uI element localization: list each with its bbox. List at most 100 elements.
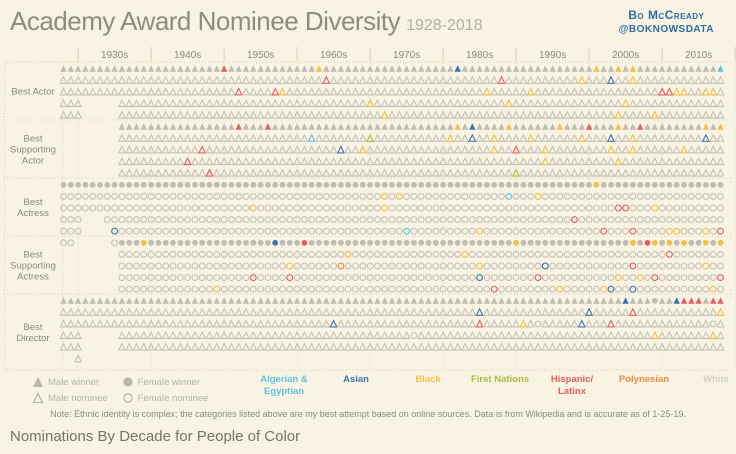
glyph bbox=[644, 239, 651, 246]
glyph bbox=[213, 65, 220, 72]
glyph bbox=[504, 168, 513, 177]
glyph bbox=[292, 145, 302, 154]
glyph bbox=[431, 168, 440, 177]
glyph bbox=[468, 262, 476, 270]
glyph bbox=[533, 168, 543, 177]
glyph bbox=[621, 110, 630, 119]
glyph bbox=[446, 250, 454, 258]
glyph bbox=[316, 181, 322, 188]
glyph bbox=[650, 145, 659, 154]
glyph bbox=[264, 227, 272, 235]
glyph bbox=[219, 133, 229, 142]
glyph bbox=[336, 87, 346, 96]
glyph bbox=[278, 342, 287, 351]
glyph bbox=[60, 192, 67, 200]
glyph bbox=[606, 342, 616, 351]
glyph bbox=[381, 192, 389, 200]
glyph bbox=[263, 156, 273, 166]
glyph bbox=[578, 262, 586, 270]
glyph bbox=[308, 216, 316, 224]
glyph bbox=[140, 239, 147, 246]
glyph bbox=[526, 87, 535, 96]
glyph bbox=[263, 342, 273, 351]
glyph bbox=[454, 262, 462, 270]
glyph bbox=[257, 65, 264, 72]
glyph bbox=[96, 65, 104, 72]
glyph bbox=[614, 227, 622, 235]
glyph bbox=[535, 181, 541, 188]
glyph bbox=[614, 319, 623, 328]
glyph bbox=[688, 239, 695, 246]
glyph bbox=[622, 123, 629, 130]
glyph bbox=[292, 75, 302, 84]
glyph bbox=[117, 98, 127, 108]
glyph bbox=[432, 181, 439, 188]
glyph bbox=[643, 75, 652, 84]
glyph bbox=[235, 123, 242, 130]
glyph bbox=[571, 216, 578, 224]
glyph bbox=[511, 98, 521, 108]
glyph bbox=[403, 181, 410, 188]
glyph bbox=[431, 110, 440, 119]
glyph bbox=[599, 75, 608, 84]
glyph bbox=[322, 319, 331, 328]
glyph bbox=[366, 262, 374, 270]
glyph bbox=[549, 227, 557, 235]
glyph bbox=[133, 274, 140, 282]
glyph bbox=[505, 216, 513, 224]
glyph bbox=[344, 204, 352, 212]
glyph bbox=[242, 285, 250, 293]
glyph bbox=[424, 307, 433, 316]
glyph bbox=[432, 65, 439, 72]
glyph bbox=[344, 87, 353, 96]
glyph bbox=[606, 145, 616, 154]
glyph bbox=[337, 227, 345, 235]
glyph bbox=[125, 307, 134, 316]
glyph bbox=[301, 239, 308, 246]
glyph bbox=[111, 192, 119, 200]
glyph bbox=[96, 204, 104, 212]
glyph bbox=[651, 123, 658, 130]
glyph bbox=[687, 204, 695, 212]
glyph bbox=[607, 65, 615, 72]
glyph bbox=[177, 239, 184, 246]
glyph bbox=[133, 204, 140, 212]
glyph bbox=[600, 239, 607, 246]
glyph bbox=[329, 168, 338, 177]
glyph bbox=[600, 123, 607, 130]
glyph bbox=[228, 297, 235, 304]
glyph bbox=[278, 98, 287, 108]
glyph bbox=[358, 87, 367, 96]
glyph bbox=[709, 204, 717, 212]
glyph bbox=[584, 98, 594, 108]
glyph bbox=[577, 75, 586, 84]
glyph bbox=[396, 123, 403, 130]
glyph bbox=[636, 342, 645, 351]
glyph bbox=[154, 342, 163, 351]
glyph bbox=[322, 285, 330, 293]
glyph bbox=[329, 98, 338, 108]
glyph bbox=[644, 274, 651, 282]
glyph bbox=[657, 156, 667, 166]
legend-male-nominee: Male nominee bbox=[32, 392, 108, 404]
glyph bbox=[701, 133, 711, 142]
glyph bbox=[140, 262, 148, 270]
glyph bbox=[606, 133, 616, 142]
glyph bbox=[125, 342, 134, 351]
glyph bbox=[469, 123, 476, 130]
glyph bbox=[154, 192, 162, 200]
header: Academy Award Nominee Diversity 1928-2018 bbox=[10, 6, 483, 37]
glyph bbox=[221, 181, 228, 188]
glyph bbox=[271, 133, 280, 142]
glyph bbox=[687, 98, 696, 108]
glyph bbox=[476, 285, 484, 293]
glyph bbox=[402, 87, 411, 96]
glyph bbox=[672, 168, 681, 177]
glyph bbox=[374, 181, 381, 188]
glyph bbox=[563, 110, 572, 119]
glyph bbox=[417, 98, 426, 108]
glyph bbox=[446, 285, 454, 293]
glyph bbox=[717, 65, 724, 72]
glyph bbox=[169, 123, 177, 130]
glyph bbox=[482, 145, 492, 154]
